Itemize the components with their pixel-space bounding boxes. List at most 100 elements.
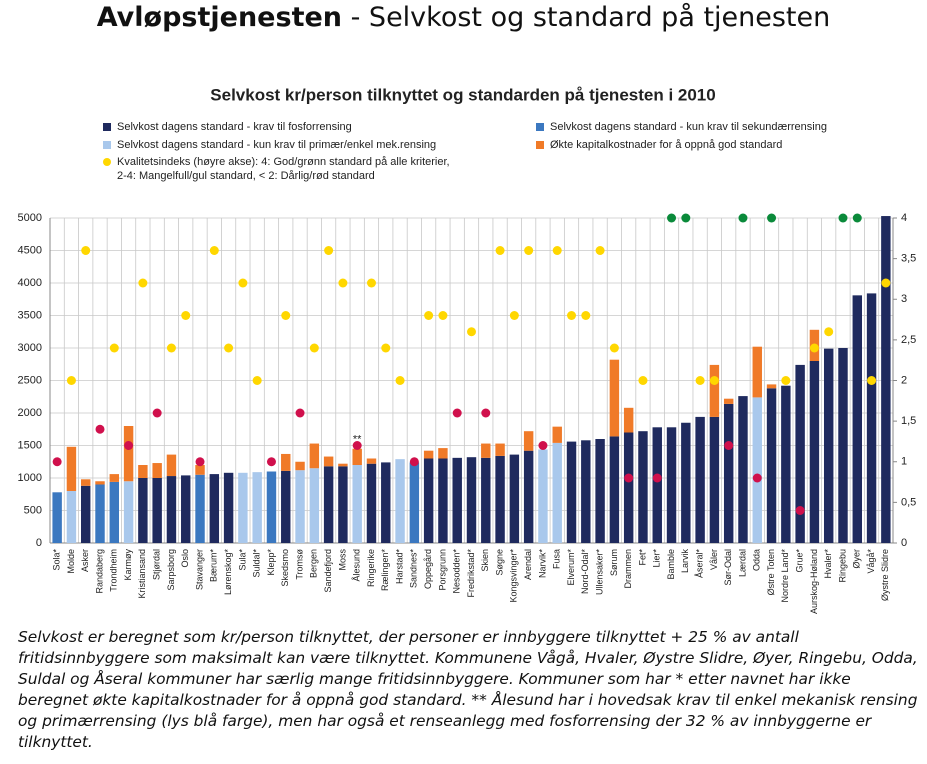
bar-segment	[438, 458, 448, 543]
x-tick-label: Kongsvinger*	[509, 549, 519, 603]
bar-segment	[95, 481, 105, 485]
index-dot	[795, 506, 805, 515]
x-tick-label: Fet*	[637, 549, 647, 566]
index-dot	[281, 311, 291, 320]
legend-entry: Økte kapitalkostnader for å oppnå god st…	[536, 138, 782, 152]
x-tick-label: Sarpsborg	[166, 549, 176, 591]
index-dot	[452, 408, 462, 418]
x-tick-label: Stavanger	[194, 549, 204, 590]
bar-segment	[252, 472, 262, 543]
x-tick-label: Asker	[80, 549, 90, 572]
index-dot	[81, 246, 91, 255]
index-dot	[609, 343, 619, 353]
x-tick-label: Bærum*	[209, 549, 219, 583]
index-dot	[266, 457, 276, 467]
index-dot	[224, 343, 234, 353]
x-tick-label: Tromsø	[294, 549, 304, 580]
bar-segment	[838, 348, 848, 543]
legend-swatch	[536, 123, 544, 131]
bar-segment	[66, 491, 77, 543]
index-dot	[524, 246, 534, 255]
x-tick-label: Østre Toten	[766, 549, 776, 595]
index-dot	[409, 457, 419, 467]
x-tick-label: Skien	[480, 549, 490, 572]
index-dot	[181, 311, 191, 320]
annotation: **	[353, 434, 362, 446]
y2-tick-label: 1	[901, 456, 907, 468]
bar-segment	[523, 450, 534, 543]
index-dot	[867, 376, 877, 385]
bar-segment	[723, 403, 734, 543]
bar-segment	[181, 475, 191, 543]
index-dot	[495, 246, 505, 255]
bar-segment	[652, 427, 662, 543]
index-dot	[252, 376, 262, 385]
legend-label: Selvkost dagens standard - krav til fosf…	[117, 121, 352, 133]
index-dot	[238, 278, 248, 288]
index-dot	[709, 376, 719, 385]
bar-segment	[766, 384, 777, 389]
bar-segment	[109, 481, 120, 543]
bar-segment	[352, 448, 362, 465]
x-tick-label: Larvik	[680, 549, 690, 574]
index-dot	[438, 311, 448, 320]
bar-segment	[495, 443, 505, 456]
bar-segment	[738, 396, 748, 543]
index-dot	[509, 311, 519, 320]
bar-segment	[766, 388, 777, 543]
bar-segment	[395, 459, 405, 543]
x-tick-label: Sula*	[237, 549, 247, 571]
x-tick-label: Øyer	[852, 549, 862, 569]
bar-segment	[409, 462, 420, 543]
x-tick-label: Sandnes*	[409, 549, 419, 589]
y-tick-label: 2500	[18, 374, 42, 386]
bar-segment	[81, 479, 91, 486]
index-dot	[667, 213, 677, 223]
bar-segment	[552, 442, 562, 543]
legend-swatch	[103, 158, 111, 166]
bar-segment	[681, 422, 691, 543]
x-tick-label: Odda	[752, 549, 762, 571]
legend-swatch	[536, 141, 544, 149]
index-dot	[595, 246, 605, 255]
index-dot	[852, 213, 862, 223]
y2-tick-label: 3	[901, 293, 907, 305]
bar-segment	[481, 443, 491, 458]
x-tick-label: Sola*	[52, 549, 62, 571]
y2-tick-label: 1,5	[901, 415, 916, 427]
index-dot	[638, 376, 648, 385]
bar-segment	[323, 466, 334, 543]
index-dot	[781, 376, 791, 385]
x-tick-label: Fusa	[552, 549, 562, 569]
index-dot	[309, 343, 319, 353]
x-tick-label: Sør-Odal	[723, 549, 733, 586]
bar-segment	[209, 474, 220, 543]
bar-segment	[595, 439, 605, 543]
index-dot	[295, 408, 305, 418]
bar-segment	[538, 449, 548, 543]
y-tick-label: 2000	[18, 407, 42, 419]
x-tick-label: Grue*	[795, 549, 805, 573]
bar-segment	[338, 466, 348, 543]
index-dot	[152, 408, 162, 418]
x-tick-label: Nord-Odal*	[580, 549, 590, 595]
bar-segment	[566, 441, 577, 543]
bar-segment	[709, 416, 720, 543]
bar-segment	[52, 492, 62, 543]
bar-segment	[138, 465, 148, 478]
bar-segment	[495, 455, 505, 543]
footnote: Selvkost er beregnet som kr/person tilkn…	[18, 628, 918, 751]
index-dot	[109, 343, 119, 353]
x-tick-label: Skedsmo	[280, 549, 290, 587]
bar-segment	[309, 443, 320, 469]
bar-segment	[709, 364, 720, 417]
index-dot	[52, 457, 62, 467]
legend-swatch	[103, 141, 111, 149]
bar-segment	[752, 346, 762, 398]
legend-entry: Selvkost dagens standard - kun krav til …	[536, 120, 827, 134]
x-tick-label: Rælingen*	[380, 549, 390, 592]
legend-entry: Selvkost dagens standard - kun krav til …	[103, 138, 436, 152]
bar-segment	[295, 461, 305, 471]
y2-tick-label: 0,5	[901, 496, 916, 508]
